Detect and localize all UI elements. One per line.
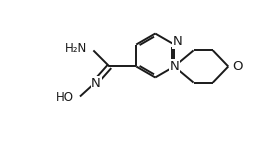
Text: N: N bbox=[91, 77, 101, 90]
Text: N: N bbox=[173, 35, 182, 48]
Text: HO: HO bbox=[56, 91, 74, 104]
Text: O: O bbox=[232, 60, 243, 73]
Text: N: N bbox=[170, 60, 179, 73]
Text: H₂N: H₂N bbox=[64, 42, 87, 55]
